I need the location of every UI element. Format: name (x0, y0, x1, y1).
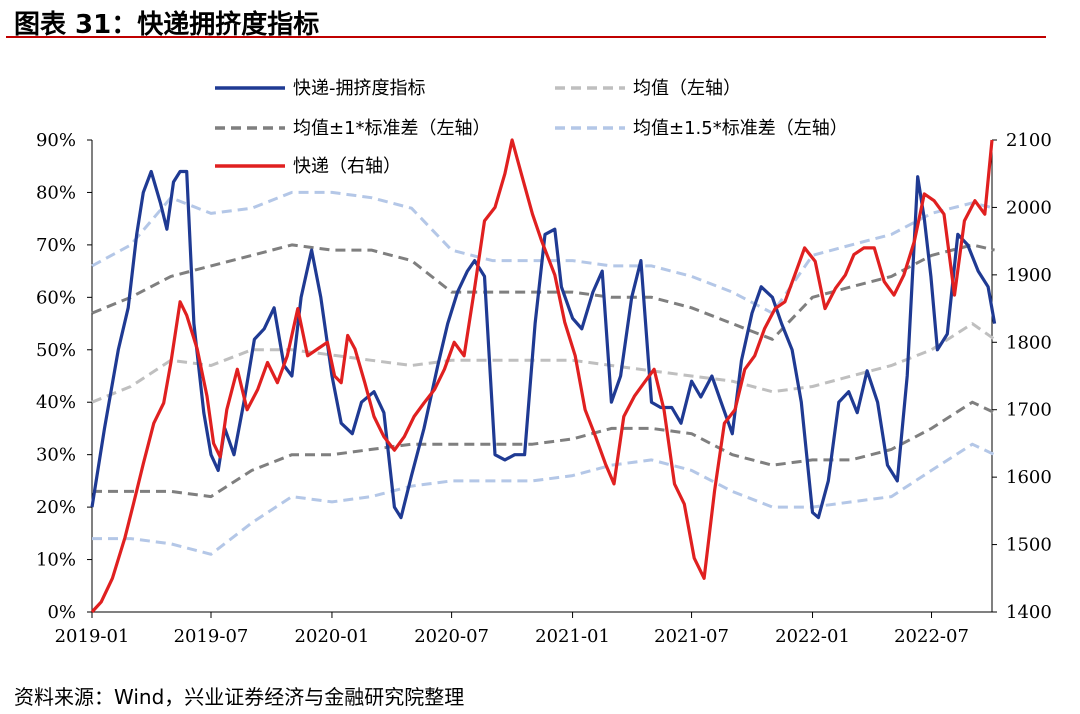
x-tick-label: 2019-07 (174, 626, 249, 647)
y-right-tick-label: 2000 (1006, 197, 1052, 218)
x-tick-label: 2021-01 (535, 626, 610, 647)
source-note: 资料来源：Wind，兴业证券经济与金融研究院整理 (14, 685, 465, 709)
legend: 快递-拥挤度指标 均值（左轴） 均值±1*标准差（左轴） 均值±1.5*标准差（左轴）… (215, 78, 848, 177)
y-right-tick-label: 2100 (1006, 130, 1052, 151)
legend-label-mean: 均值（左轴） (633, 78, 741, 99)
x-tick-label: 2020-01 (295, 626, 370, 647)
series-line-band1 (92, 400, 996, 499)
y-left-tick-label: 90% (36, 130, 76, 151)
y-left-tick-label: 10% (36, 550, 76, 571)
chart: 0% 10% 20% 30% 40% 50% 60% 70% 80% 90% 1400 1500 160… (36, 78, 1052, 647)
title-rule (6, 36, 1046, 38)
y-right-tick-label: 1500 (1006, 535, 1052, 556)
legend-label-index: 快递-拥挤度指标 (293, 78, 426, 99)
series-line-band15 (91, 190, 995, 315)
y-left-tick-label: 40% (36, 392, 76, 413)
series-line-express (90, 138, 994, 614)
y-left-tick-label: 0% (47, 602, 76, 623)
axes: 0% 10% 20% 30% 40% 50% 60% 70% 80% 90% 1400 1500 160… (36, 130, 1052, 647)
y-right-tick-label: 1800 (1006, 332, 1052, 353)
x-tick-label: 2022-01 (775, 626, 850, 647)
x-tick-label: 2020-07 (414, 626, 489, 647)
x-tick-label: 2021-07 (654, 626, 729, 647)
series-line-mean (91, 322, 996, 404)
legend-label-band15: 均值±1.5*标准差（左轴） (633, 118, 848, 139)
y-right-tick-label: 1700 (1006, 400, 1052, 421)
y-left-tick-label: 60% (36, 287, 76, 308)
legend-label-express: 快递（右轴） (293, 156, 401, 177)
x-tick-label: 2019-01 (55, 626, 130, 647)
y-left-tick-label: 80% (36, 182, 76, 203)
series-layer (90, 138, 997, 614)
legend-label-band1: 均值±1*标准差（左轴） (293, 118, 491, 139)
series-line-band1 (91, 243, 995, 341)
y-left-tick-label: 50% (36, 340, 76, 361)
series-line-index (90, 169, 997, 520)
y-left-tick-label: 70% (36, 235, 76, 256)
y-right-tick-label: 1900 (1006, 265, 1052, 286)
x-tick-label: 2022-07 (894, 626, 969, 647)
y-right-tick-label: 1600 (1006, 467, 1052, 488)
y-right-tick-label: 1400 (1006, 602, 1052, 623)
y-left-tick-label: 30% (36, 445, 76, 466)
figure-title: 图表 31：快递拥挤度指标 (14, 10, 320, 40)
series-line-band15 (92, 442, 996, 556)
y-left-tick-label: 20% (36, 497, 76, 518)
